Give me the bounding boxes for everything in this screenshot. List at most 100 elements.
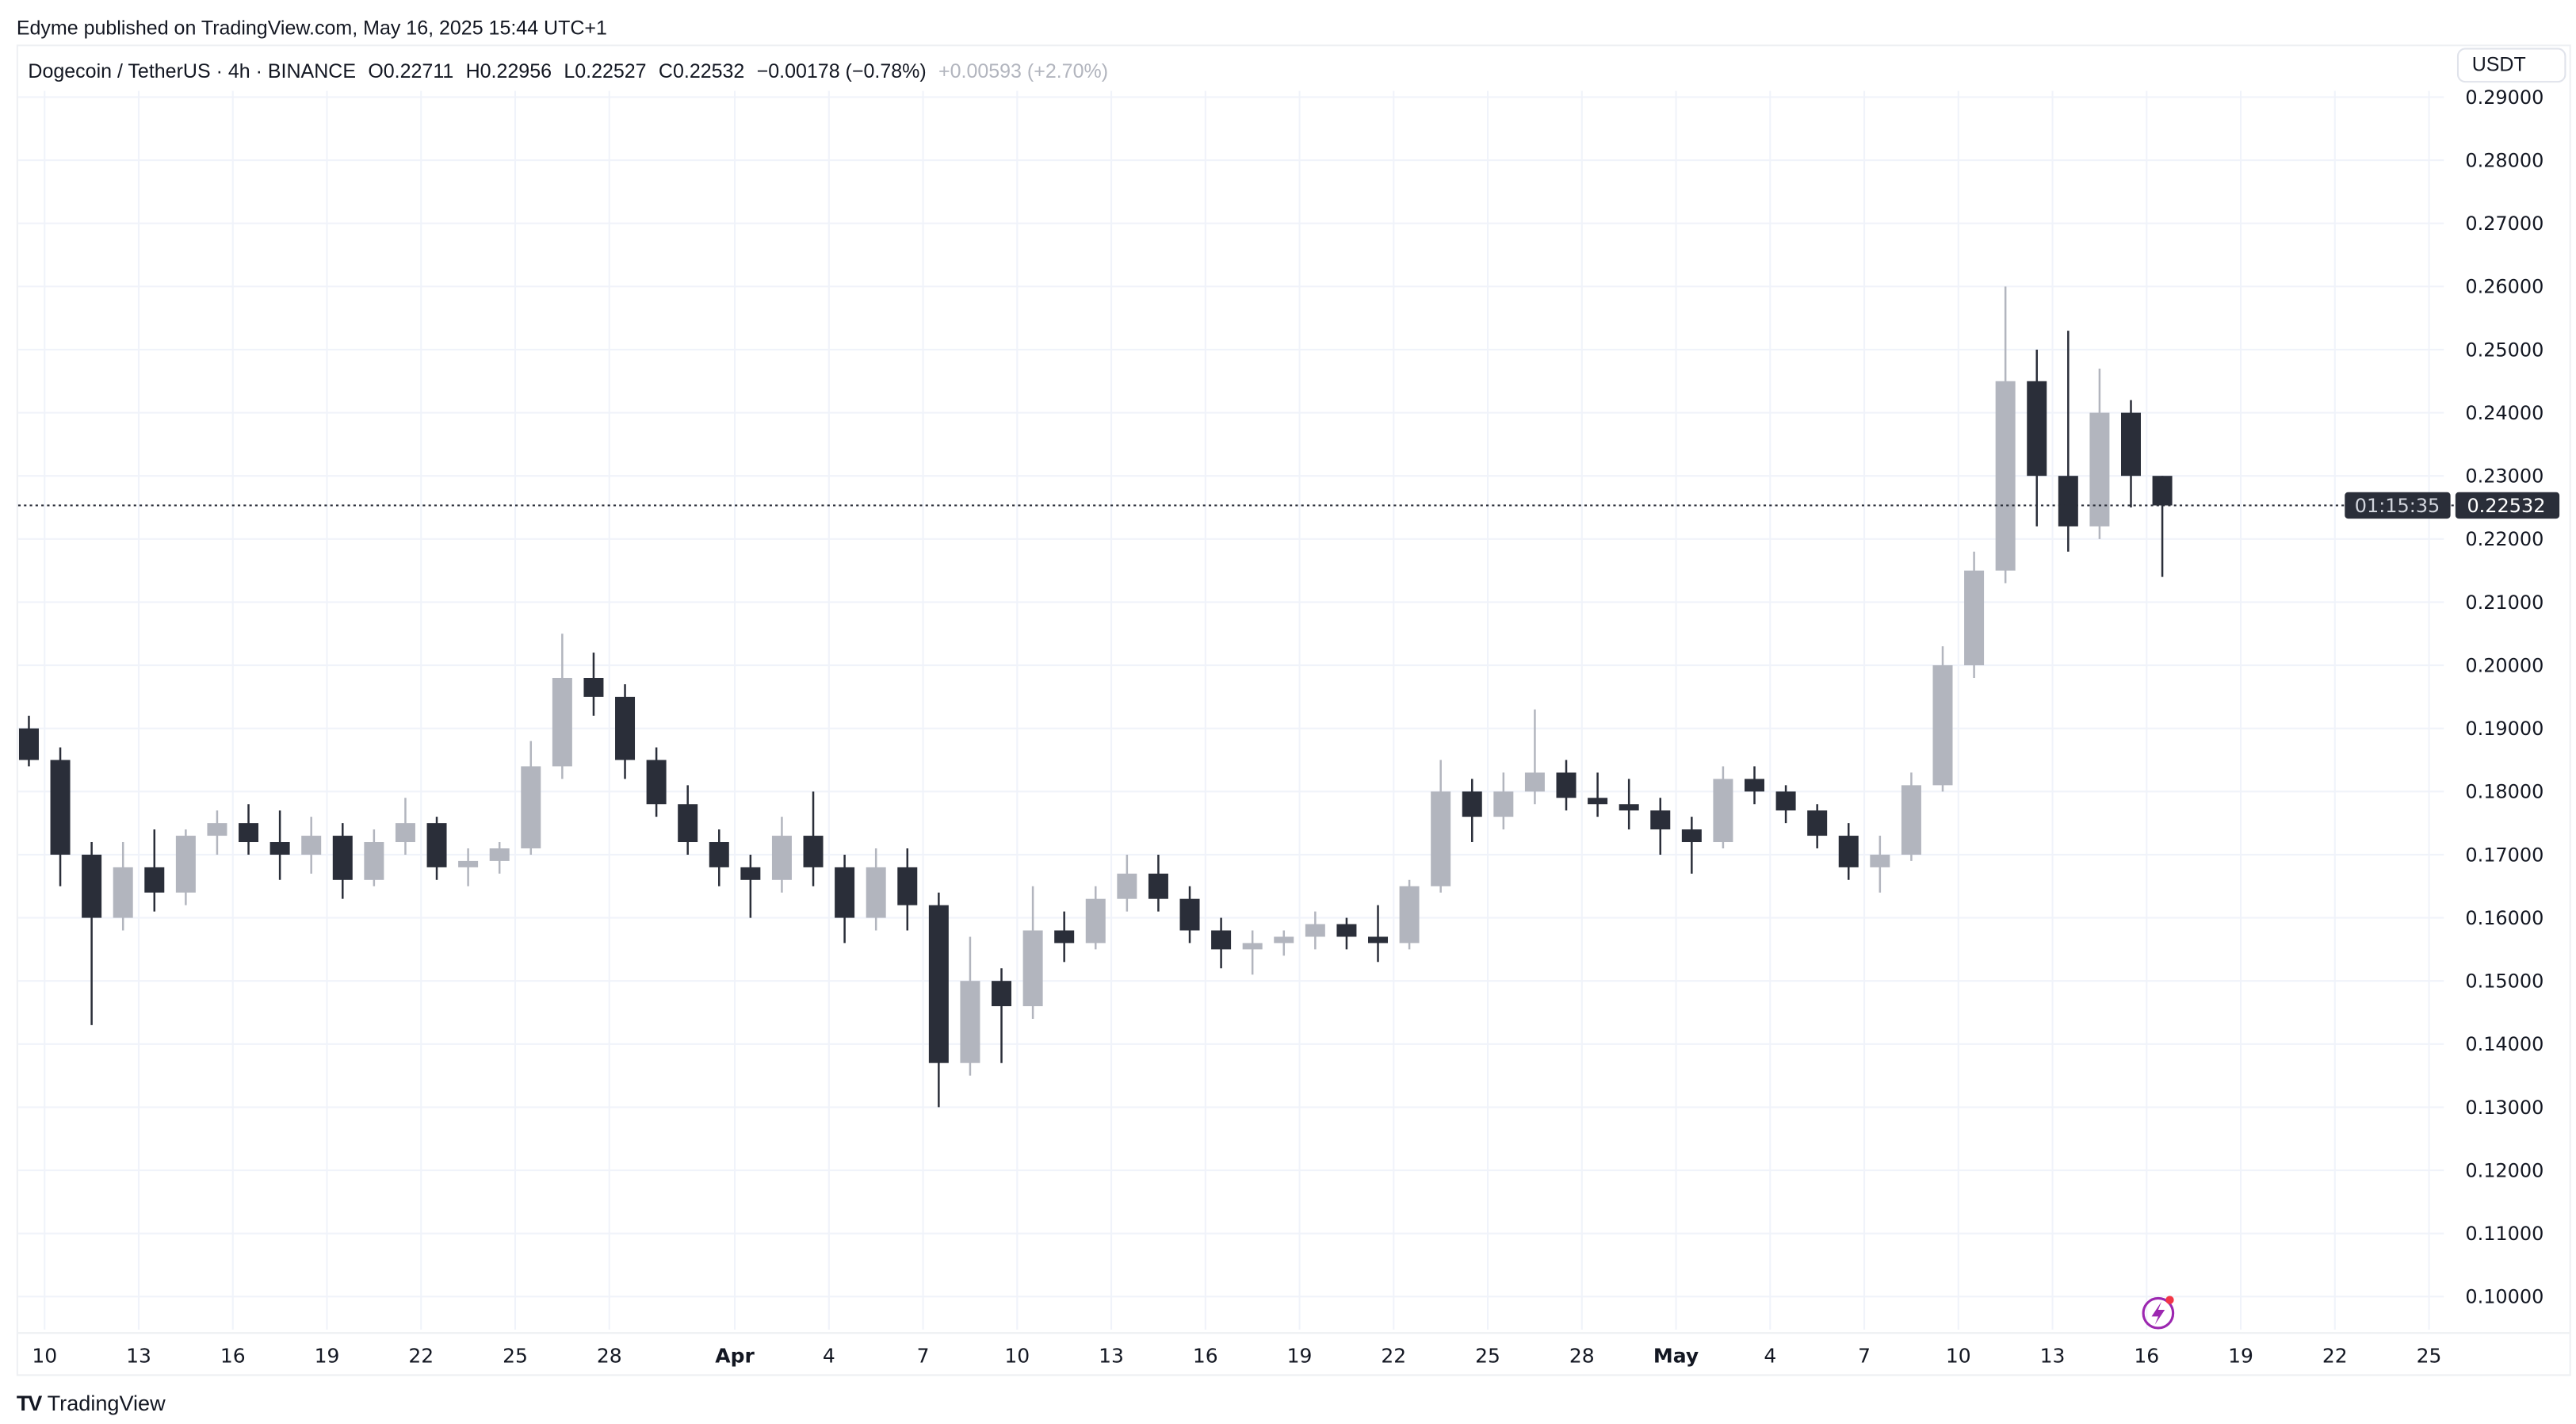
price-tick-label: 0.17000 <box>2465 844 2544 866</box>
candle-body <box>1964 570 1985 666</box>
candle-body <box>1085 898 1106 944</box>
candle <box>2027 349 2047 526</box>
price-tick-label: 0.18000 <box>2465 781 2544 803</box>
candle-body <box>2027 381 2047 477</box>
grid <box>17 90 2570 1334</box>
candle-body <box>1745 779 1765 792</box>
tradingview-logo-icon: TV <box>16 1391 42 1416</box>
candle-body <box>866 867 886 918</box>
time-tick-label: 10 <box>1946 1345 1971 1368</box>
candle <box>2058 331 2078 552</box>
last-price-label-bg <box>2455 492 2560 519</box>
candle <box>1462 779 1482 843</box>
price-tick-label: 0.23000 <box>2465 465 2544 488</box>
time-tick-label: 13 <box>2040 1345 2066 1368</box>
symbol-title[interactable]: Dogecoin / TetherUS · 4h · BINANCE <box>28 59 357 83</box>
chart-panel <box>16 44 2571 1376</box>
time-tick-label: 19 <box>2228 1345 2253 1368</box>
time-tick-label: 28 <box>1569 1345 1595 1368</box>
candle-body <box>897 867 918 905</box>
candle-body <box>1775 791 1796 811</box>
candle <box>1870 836 1890 893</box>
time-tick-label: 4 <box>823 1345 835 1368</box>
time-tick-label: 25 <box>2417 1345 2442 1368</box>
candle <box>583 653 604 716</box>
candle <box>1588 772 1608 817</box>
candle <box>1775 785 1796 824</box>
candle-body <box>615 696 636 760</box>
candle-body <box>1556 772 1577 798</box>
last-price-marker: 0.22532 01:15:35 <box>17 492 2560 519</box>
candle-body <box>207 823 227 836</box>
candle <box>175 829 196 905</box>
candle <box>301 817 322 874</box>
candle-body <box>144 867 165 893</box>
candle <box>1179 886 1200 944</box>
candle <box>2089 368 2110 539</box>
candle-body <box>1179 898 1200 931</box>
candle <box>207 810 227 855</box>
time-tick-label: 4 <box>1764 1345 1776 1368</box>
candle <box>1054 911 1075 963</box>
candle <box>2120 400 2141 508</box>
candle <box>144 829 165 912</box>
time-tick-label: 13 <box>1099 1345 1124 1368</box>
price-tick-label: 0.14000 <box>2465 1033 2544 1055</box>
price-tick-label: 0.16000 <box>2465 907 2544 929</box>
candle <box>1964 551 1985 678</box>
candle <box>678 785 698 855</box>
candle-body <box>1713 779 1733 843</box>
candle <box>364 829 384 886</box>
candle <box>1556 760 1577 811</box>
time-tick-label: 7 <box>917 1345 930 1368</box>
candle <box>1399 879 1420 950</box>
candle-body <box>1462 791 1482 817</box>
candle-body <box>239 823 259 843</box>
candle-body <box>426 823 447 867</box>
candle-body <box>960 981 980 1063</box>
candle <box>1022 886 1043 1019</box>
candle <box>1932 646 1953 792</box>
price-tick-label: 0.19000 <box>2465 718 2544 740</box>
candle-body <box>678 804 698 843</box>
price-tick-label: 0.10000 <box>2465 1286 2544 1308</box>
candle-body <box>113 867 133 918</box>
candle <box>113 842 133 931</box>
candle <box>803 791 824 886</box>
candle-body <box>1681 829 1702 843</box>
candle-body <box>1995 381 2016 571</box>
time-tick-label: 28 <box>597 1345 622 1368</box>
candle <box>1148 854 1168 912</box>
currency-button[interactable]: USDT <box>2456 48 2566 83</box>
candle-body <box>1932 665 1953 786</box>
time-tick-label: 13 <box>126 1345 151 1368</box>
price-tick-label: 0.20000 <box>2465 654 2544 676</box>
tradingview-logo[interactable]: TV TradingView <box>17 1391 166 1415</box>
change-value: −0.00178 (−0.78%) <box>756 59 927 83</box>
candle <box>489 842 510 874</box>
price-tick-label: 0.24000 <box>2465 402 2544 424</box>
time-tick-label: 25 <box>503 1345 528 1368</box>
low-value: L0.22527 <box>564 59 647 83</box>
candle-body <box>2058 476 2078 526</box>
candle-body <box>521 766 541 848</box>
candle <box>835 854 855 944</box>
candle-body <box>1054 930 1075 944</box>
candle <box>1838 823 1859 880</box>
candle-body <box>1493 791 1514 817</box>
candle <box>1995 286 2016 584</box>
candle-body <box>1022 930 1043 1007</box>
candle-body <box>1211 930 1232 950</box>
candle-body <box>1336 924 1357 937</box>
candle-body <box>1431 791 1451 886</box>
candle <box>615 683 636 779</box>
candle <box>332 823 353 899</box>
alert-icon[interactable] <box>2142 1296 2175 1330</box>
candle-body <box>301 836 322 855</box>
candle-body <box>803 836 824 867</box>
candle-body <box>175 836 196 893</box>
price-tick-label: 0.29000 <box>2465 86 2544 109</box>
candle <box>82 842 102 1025</box>
candle-body <box>1619 804 1639 811</box>
